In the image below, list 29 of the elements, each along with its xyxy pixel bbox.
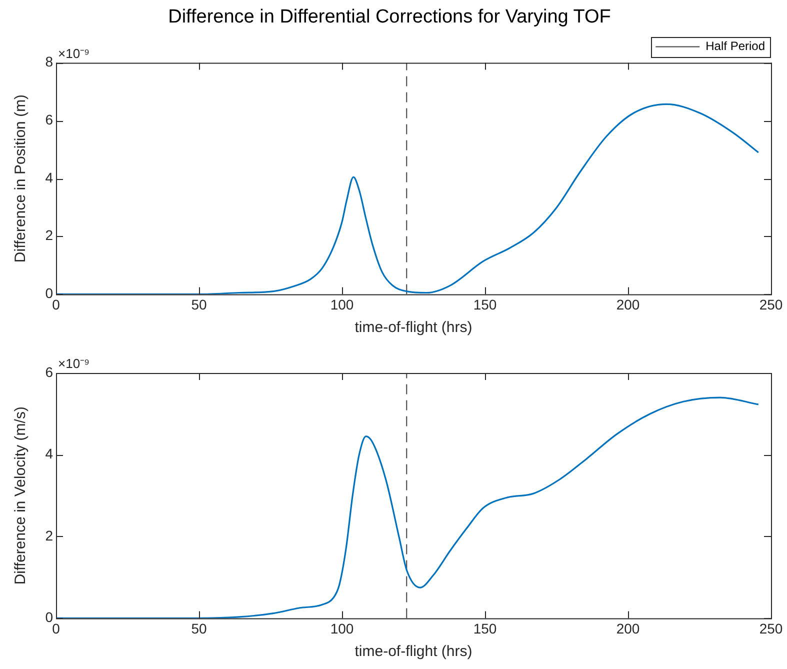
y-tick-label: 2 <box>45 527 54 544</box>
x-tick-label: 50 <box>191 296 207 312</box>
x-tick-label: 100 <box>330 620 354 636</box>
y-tick-label: 4 <box>45 169 54 186</box>
y-axis-title: Difference in Velocity (m/s) <box>12 406 30 585</box>
y-tick-label: 8 <box>45 54 54 70</box>
y-tick-label: 2 <box>45 227 54 244</box>
text: ×10⁻⁹ <box>58 356 90 372</box>
x-tick-label: 50 <box>191 620 207 636</box>
y-tick-label: 0 <box>45 285 54 302</box>
x-tick-label: 200 <box>616 620 640 636</box>
x-tick-label: 150 <box>473 296 497 312</box>
chart-title: Difference in Differential Corrections for Varying TOF <box>168 6 611 28</box>
x-axis-title: time-of-flight (hrs) <box>354 643 472 660</box>
x-tick-label: 250 <box>759 620 783 636</box>
legend-label: Half Period <box>706 39 766 54</box>
y-tick-label: 6 <box>45 364 54 380</box>
line-series <box>56 396 760 618</box>
y-tick-label: 4 <box>45 446 54 462</box>
text: ×10⁻⁹ <box>58 46 90 61</box>
line-series <box>56 103 760 294</box>
x-tick-label: 200 <box>616 296 640 312</box>
x-tick-label: 150 <box>473 620 497 636</box>
y-tick-label: 6 <box>45 112 54 128</box>
x-axis-title: time-of-flight (hrs) <box>354 319 472 336</box>
x-tick-label: 100 <box>330 296 354 312</box>
x-tick-label: 250 <box>759 296 783 312</box>
y-tick-label: 0 <box>45 609 54 626</box>
y-axis-title: Difference in Position (m) <box>12 94 30 263</box>
